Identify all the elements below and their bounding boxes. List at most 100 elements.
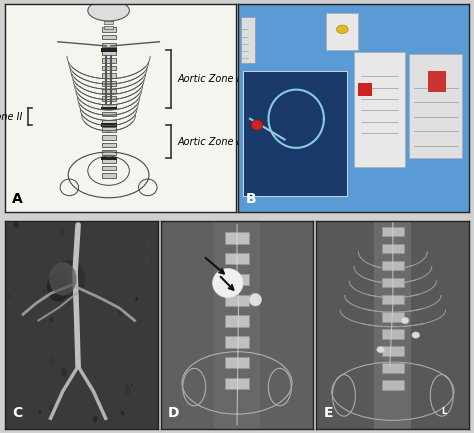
Bar [382,278,403,288]
Text: Aortic Zone II: Aortic Zone II [0,112,23,122]
Bar [428,71,446,92]
Bar [225,274,249,285]
Ellipse shape [146,239,151,246]
Bar [101,135,116,139]
Bar [101,97,116,101]
Bar [409,54,462,158]
Text: B: B [246,192,256,206]
Bar [382,381,403,390]
Bar [225,315,249,327]
Ellipse shape [43,289,46,293]
Ellipse shape [135,297,138,301]
Ellipse shape [73,264,75,267]
Bar [243,71,347,196]
Bar [326,13,358,50]
Ellipse shape [49,404,54,412]
Bar [104,21,113,24]
Text: Aortic Zone III: Aortic Zone III [178,137,246,147]
Bar [382,295,403,304]
Bar [101,35,116,39]
Ellipse shape [38,410,41,415]
Ellipse shape [96,281,97,282]
Bar [225,294,249,306]
Ellipse shape [3,255,8,263]
Bar [101,42,116,47]
Bar [100,48,117,52]
Ellipse shape [49,262,77,296]
Ellipse shape [251,120,263,130]
Bar [382,227,403,236]
Bar [104,12,113,15]
Bar [382,329,403,339]
Ellipse shape [11,226,18,237]
Bar [382,346,403,355]
Ellipse shape [85,385,91,396]
Bar [100,107,117,110]
Ellipse shape [337,25,348,33]
Ellipse shape [52,260,86,297]
Ellipse shape [97,397,100,402]
Ellipse shape [28,395,29,397]
Ellipse shape [59,226,64,235]
Bar [101,127,116,132]
Ellipse shape [50,317,53,322]
Ellipse shape [93,415,98,423]
Bar [101,58,116,63]
Bar [101,166,116,170]
Bar [100,157,117,160]
Bar [358,84,373,96]
Bar [214,221,260,429]
Ellipse shape [61,368,67,377]
Bar [101,104,116,109]
Bar [225,357,249,368]
Bar [382,261,403,270]
Bar [101,158,116,163]
Ellipse shape [412,332,419,338]
Bar [382,244,403,253]
Text: L: L [442,407,447,416]
Ellipse shape [142,374,145,379]
Bar [101,89,116,94]
Bar [101,150,116,155]
Bar [101,112,116,116]
Bar [225,253,249,264]
Bar [104,26,113,29]
Ellipse shape [377,346,384,353]
Bar [101,66,116,70]
Ellipse shape [50,357,55,365]
Ellipse shape [140,329,141,332]
Bar [100,123,117,127]
Ellipse shape [131,383,133,386]
Ellipse shape [249,294,262,306]
Text: D: D [168,406,180,420]
Bar [101,50,116,55]
Text: E: E [324,406,334,420]
Bar [382,312,403,322]
Ellipse shape [8,294,11,298]
Bar [241,17,255,63]
Ellipse shape [84,339,85,340]
Ellipse shape [212,268,243,297]
Bar [225,378,249,389]
Bar [374,221,411,429]
Bar [104,16,113,20]
Bar [225,232,249,243]
Text: Aortic Zone I: Aortic Zone I [178,74,240,84]
Text: A: A [12,192,22,206]
Ellipse shape [145,257,149,265]
Bar [101,120,116,124]
Ellipse shape [23,325,24,326]
Bar [225,336,249,348]
Ellipse shape [401,317,409,323]
Bar [382,363,403,373]
Ellipse shape [88,0,129,21]
Bar [101,81,116,86]
Ellipse shape [125,385,131,395]
Bar [354,52,405,167]
Bar [101,174,116,178]
Bar [101,142,116,147]
Ellipse shape [18,387,19,389]
Bar [101,73,116,78]
Ellipse shape [13,219,19,228]
Ellipse shape [47,273,70,302]
